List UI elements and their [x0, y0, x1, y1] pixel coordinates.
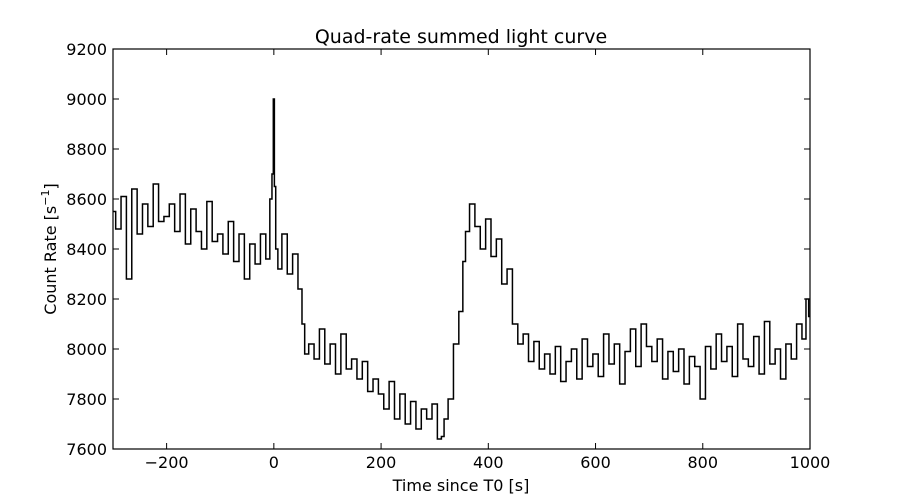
ticks-layer: −200 0 200 400 600 800 1000 7600 7800 8000 8200 840…	[66, 40, 830, 472]
light-curve-line	[113, 98, 810, 440]
y-tick-label: 8800	[66, 140, 107, 159]
y-axis-label: Count Rate [s−1]	[39, 183, 60, 314]
y-tick-label: 8200	[66, 290, 107, 309]
y-tick-label: 8600	[66, 190, 107, 209]
y-axis-label-end: ]	[41, 183, 60, 189]
y-tick-label: 7600	[66, 440, 107, 459]
y-tick-label: 8400	[66, 240, 107, 259]
y-tick-label: 9000	[66, 90, 107, 109]
x-axis-label: Time since T0 [s]	[392, 476, 530, 495]
x-tick-label: 1000	[790, 453, 831, 472]
x-tick-label: 200	[366, 453, 397, 472]
y-axis-label-main: Count Rate [s	[41, 206, 60, 315]
x-tick-label: 400	[473, 453, 504, 472]
x-tick-label: 600	[580, 453, 611, 472]
y-axis-label-superscript: −1	[39, 190, 52, 206]
y-tick-label: 7800	[66, 390, 107, 409]
x-tick-label: 800	[687, 453, 718, 472]
series-layer	[113, 98, 810, 440]
x-tick-label: −200	[145, 453, 189, 472]
x-tick-label: 0	[269, 453, 279, 472]
y-tick-label: 9200	[66, 40, 107, 59]
y-tick-label: 8000	[66, 340, 107, 359]
chart-title: Quad-rate summed light curve	[315, 26, 607, 48]
